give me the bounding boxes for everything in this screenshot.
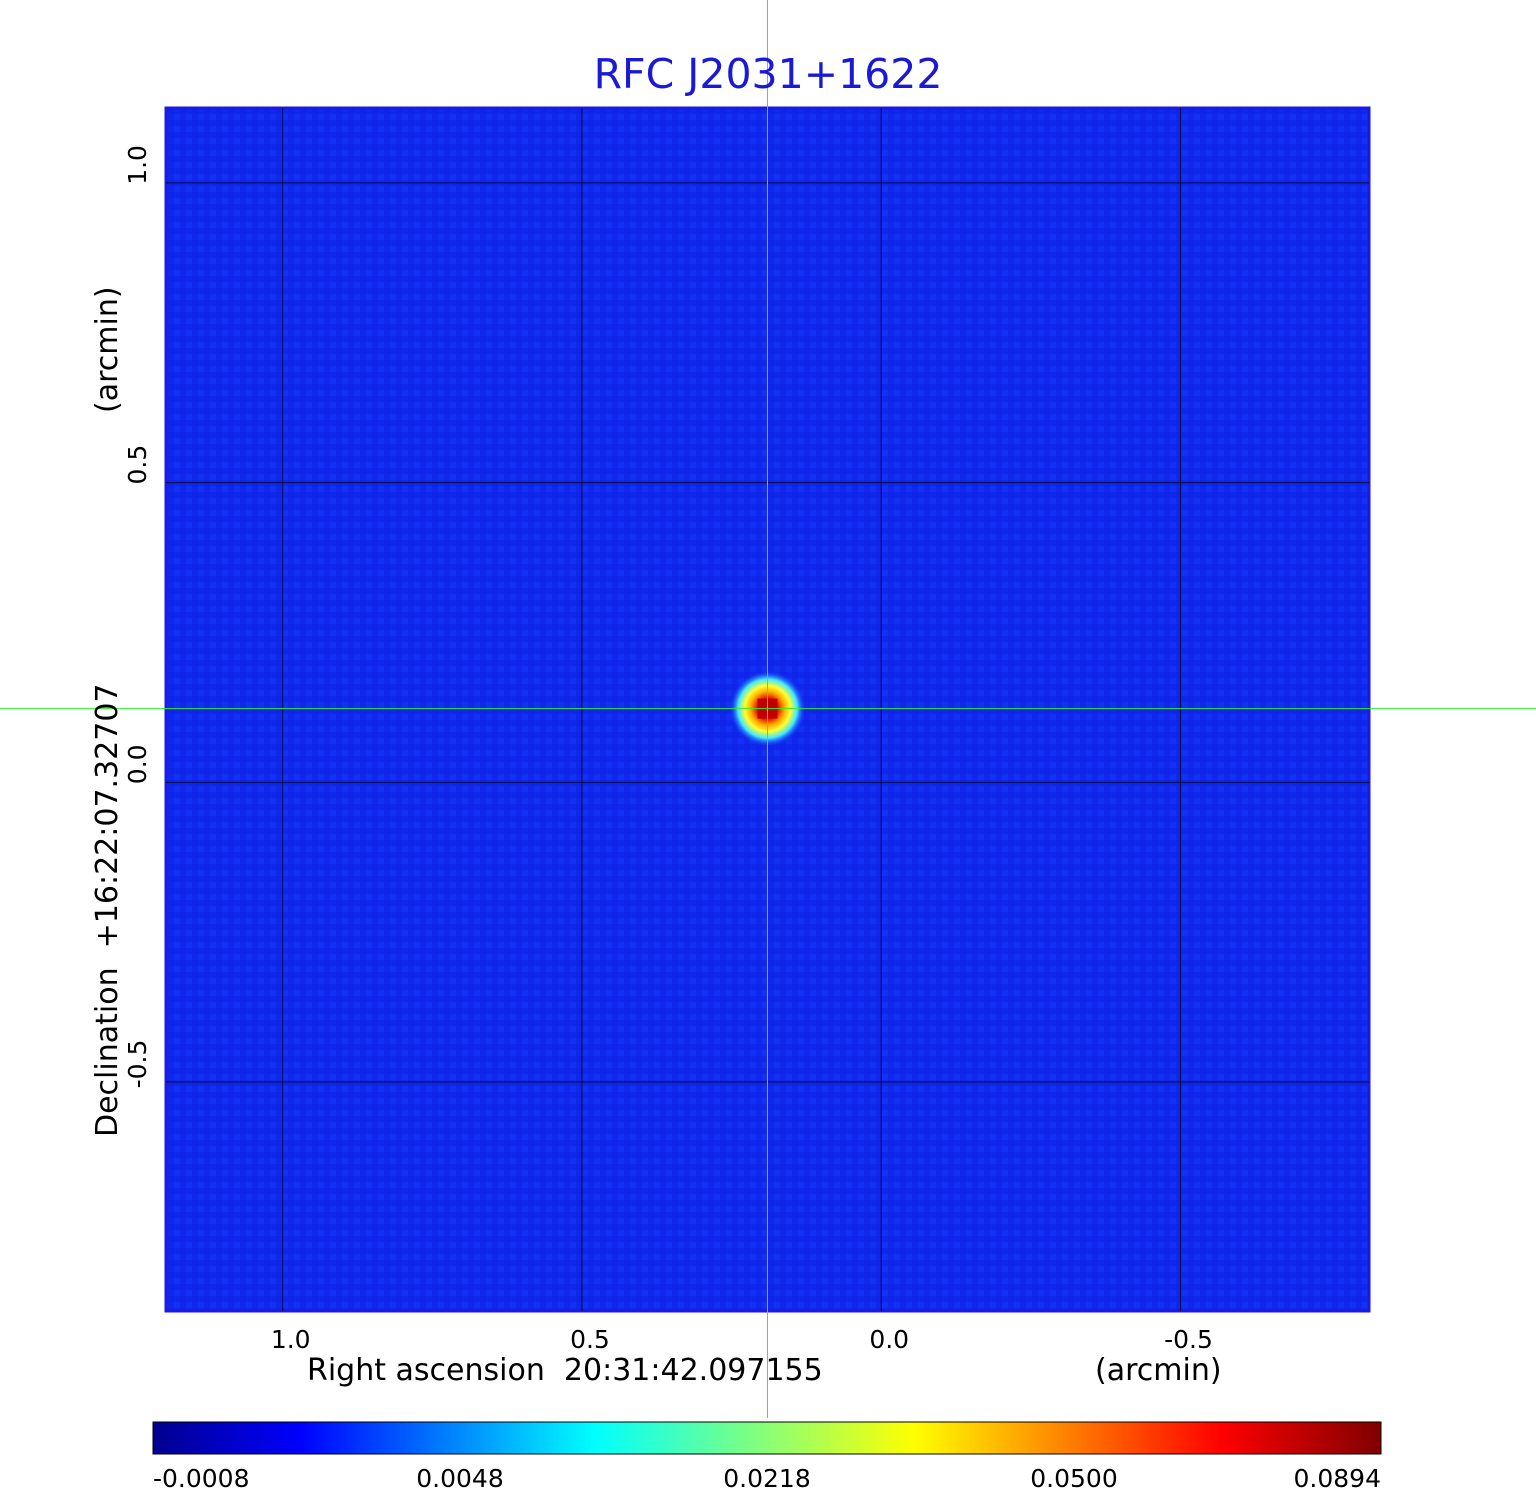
colorbar-label: 0.0048 <box>416 1464 503 1493</box>
colorbar: -0.0008 0.0048 0.0218 0.0500 0.0894 <box>152 1421 1382 1493</box>
crosshair <box>0 0 1536 1418</box>
y-tick-label: 0.5 <box>123 445 152 485</box>
x-tick-label: 1.0 <box>271 1325 311 1354</box>
x-tick-label: -0.5 <box>1164 1325 1213 1354</box>
colorbar-label: 0.0218 <box>723 1464 810 1493</box>
y-axis-label: Declination +16:22:07.32707 <box>90 683 125 1137</box>
chart-title: RFC J2031+1622 <box>594 50 943 98</box>
x-tick-label: 0.0 <box>869 1325 909 1354</box>
x-axis-unit: (arcmin) <box>1095 1353 1222 1388</box>
colorbar-gradient <box>152 1421 1382 1455</box>
y-tick-labels: 1.0 0.5 0.0 -0.5 <box>123 145 152 1088</box>
colorbar-label: -0.0008 <box>153 1464 250 1493</box>
x-axis-label: Right ascension 20:31:42.097155 <box>307 1353 823 1388</box>
x-tick-labels: 1.0 0.5 0.0 -0.5 <box>271 1325 1213 1354</box>
y-tick-label: 1.0 <box>123 145 152 185</box>
colorbar-labels: -0.0008 0.0048 0.0218 0.0500 0.0894 <box>153 1464 1381 1493</box>
x-tick-label: 0.5 <box>570 1325 610 1354</box>
y-axis-unit: (arcmin) <box>90 286 125 413</box>
y-tick-label: 0.0 <box>123 744 152 784</box>
colorbar-label: 0.0500 <box>1030 1464 1117 1493</box>
colorbar-label: 0.0894 <box>1294 1464 1381 1493</box>
y-tick-label: -0.5 <box>123 1040 152 1089</box>
